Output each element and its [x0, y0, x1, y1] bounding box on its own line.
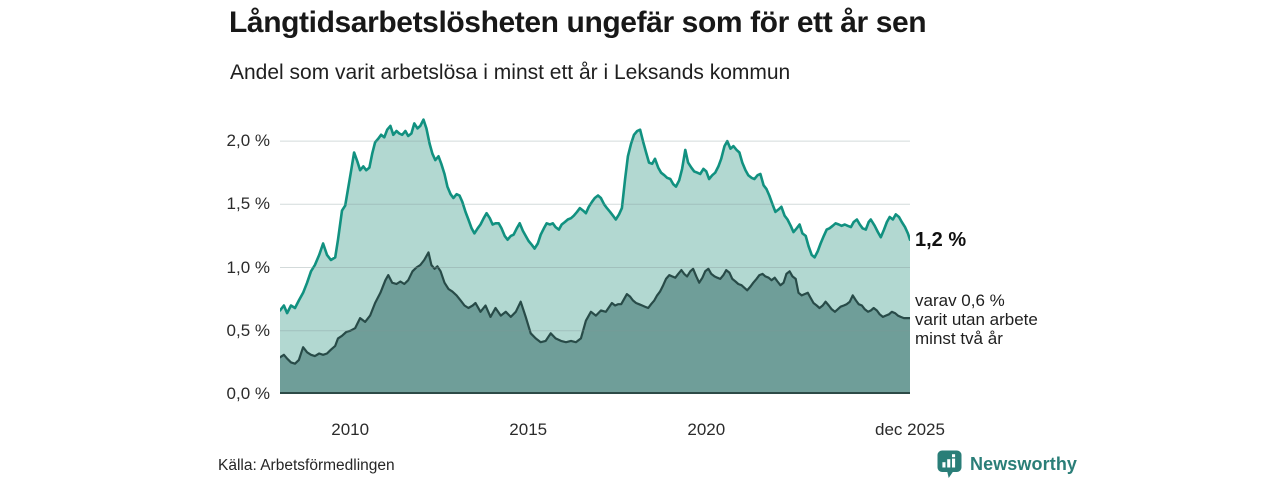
series-end-value-annotation: 1,2 %: [915, 229, 967, 251]
y-tick-label: 2,0 %: [226, 131, 270, 151]
y-tick-label: 1,0 %: [226, 257, 270, 277]
x-tick-label: 2015: [509, 420, 548, 439]
y-tick-label: 0,5 %: [226, 320, 270, 340]
y-tick-label: 0,0 %: [226, 384, 270, 403]
x-tick-label: dec 2025: [875, 420, 945, 439]
newsworthy-speech-bubble-bar-chart-icon: [937, 450, 962, 478]
area-0: [280, 252, 910, 394]
x-tick-label: 2020: [687, 420, 726, 439]
source-credit: Källa: Arbetsförmedlingen: [218, 457, 395, 474]
newsworthy-logo: Newsworthy: [937, 450, 1077, 479]
page-title: Långtidsarbetslösheten ungefär som för e…: [229, 6, 927, 39]
chart-canvas: [280, 118, 910, 394]
y-tick-label: 1,5 %: [226, 194, 270, 214]
page-subtitle: Andel som varit arbetslösa i minst ett å…: [230, 61, 791, 84]
newsworthy-wordmark: Newsworthy: [970, 454, 1078, 474]
subseries-annotation: varav 0,6 % varit utan arbete minst två …: [915, 291, 1038, 348]
x-tick-label: 2010: [331, 420, 370, 439]
